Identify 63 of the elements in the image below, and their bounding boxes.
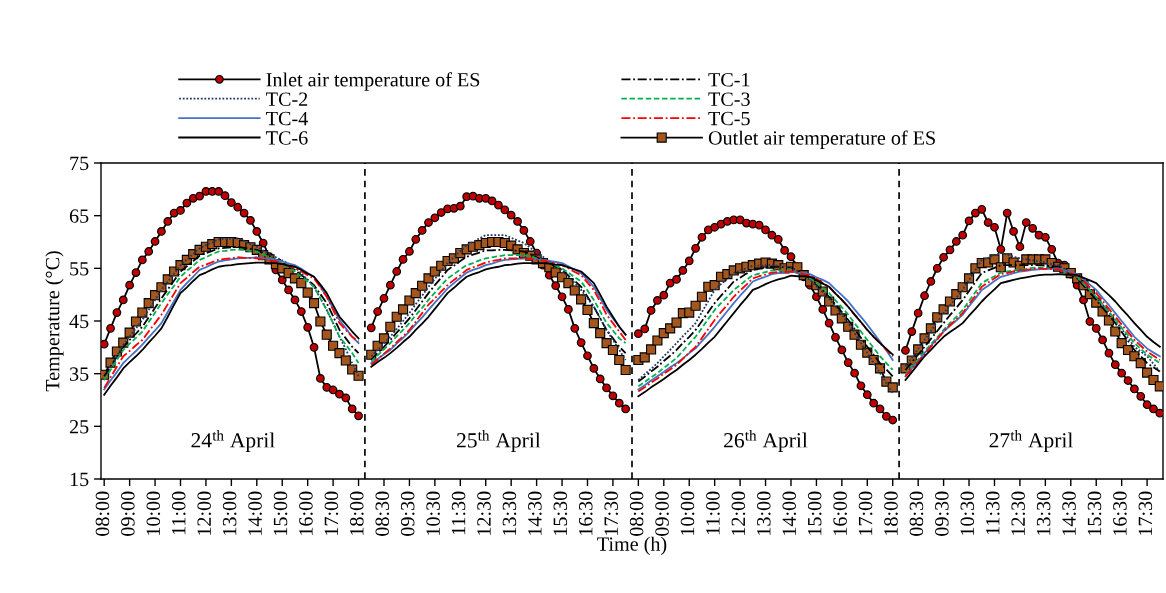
x-tick-label: 08:30 xyxy=(909,491,924,536)
x-tick-label: 11:30 xyxy=(451,491,466,535)
x-tick-label: 13:00 xyxy=(757,491,771,535)
x-tick-label: 14:00 xyxy=(782,491,797,535)
y-tick-label: 75 xyxy=(70,156,89,171)
x-tick-label: 13:00 xyxy=(222,491,237,535)
y-tick-label: 35 xyxy=(70,367,89,381)
x-axis-title: Time (h) xyxy=(597,536,667,555)
x-tick-label: 11:00 xyxy=(706,491,720,535)
x-tick-label: 14:00 xyxy=(248,491,262,535)
legend-label: TC-1 xyxy=(708,73,750,87)
x-tick-label: 16:00 xyxy=(299,491,313,535)
x-tick-label: 13:30 xyxy=(502,491,517,535)
x-tick-label: 08:30 xyxy=(375,491,390,536)
x-tick-label: 14:30 xyxy=(528,491,542,535)
x-tick-label: 09:00 xyxy=(655,491,669,536)
x-tick-label: 11:30 xyxy=(985,491,1000,535)
x-tick-label: 17:30 xyxy=(604,491,619,535)
legend-label: TC-4 xyxy=(266,111,308,126)
annotation: 25$^{th}$ April xyxy=(456,429,541,452)
legend-label: Inlet air temperature of ES xyxy=(266,72,480,91)
x-tick-label: 12:00 xyxy=(731,491,746,535)
x-tick-label: 15:30 xyxy=(1087,491,1102,535)
x-tick-label: 18:00 xyxy=(350,491,364,535)
x-tick-label: 16:30 xyxy=(1113,491,1127,535)
y-tick-label: 25 xyxy=(69,419,89,434)
x-tick-label: 10:00 xyxy=(146,491,161,535)
x-tick-label: 16:00 xyxy=(833,491,847,535)
y-tick-label: 55 xyxy=(70,262,89,276)
annotation: 26$^{th}$ April xyxy=(724,429,808,452)
legend-label: TC-3 xyxy=(708,92,750,106)
legend-label: TC-2 xyxy=(266,92,308,106)
y-tick-label: 65 xyxy=(69,209,89,223)
x-tick-label: 17:30 xyxy=(1138,491,1153,535)
x-tick-label: 14:30 xyxy=(1062,491,1076,535)
x-tick-label: 15:30 xyxy=(553,491,568,535)
x-tick-label: 10:30 xyxy=(960,491,975,535)
x-tick-label: 13:30 xyxy=(1036,491,1051,535)
x-tick-label: 15:00 xyxy=(273,491,288,535)
legend-label: TC-6 xyxy=(266,131,308,145)
legend-label: TC-5 xyxy=(708,111,750,126)
annotation: 24$^{th}$ April xyxy=(191,429,275,452)
x-tick-label: 08:00 xyxy=(629,491,644,536)
x-tick-label: 16:30 xyxy=(578,491,593,535)
x-tick-label: 15:00 xyxy=(807,491,822,535)
y-axis-title: Temperature (°C) xyxy=(45,251,64,392)
x-tick-label: 12:30 xyxy=(477,491,491,535)
x-tick-label: 12:00 xyxy=(197,491,212,535)
x-tick-label: 09:00 xyxy=(121,491,135,536)
y-tick-label: 45 xyxy=(69,314,89,329)
x-tick-label: 09:30 xyxy=(400,491,415,536)
x-tick-label: 08:00 xyxy=(95,491,110,536)
x-tick-label: 11:00 xyxy=(171,491,186,535)
x-tick-label: 12:30 xyxy=(1011,491,1026,535)
x-tick-label: 18:00 xyxy=(884,491,898,535)
annotation: 27$^{th}$ April xyxy=(989,429,1073,452)
x-tick-label: 10:00 xyxy=(680,491,695,535)
legend-label: Outlet air temperature of ES xyxy=(708,130,935,149)
y-tick-label: 15 xyxy=(70,472,89,487)
x-tick-label: 10:30 xyxy=(426,491,440,535)
x-tick-label: 09:30 xyxy=(935,491,949,536)
x-tick-label: 17:00 xyxy=(324,491,339,535)
x-tick-label: 17:00 xyxy=(858,491,873,535)
